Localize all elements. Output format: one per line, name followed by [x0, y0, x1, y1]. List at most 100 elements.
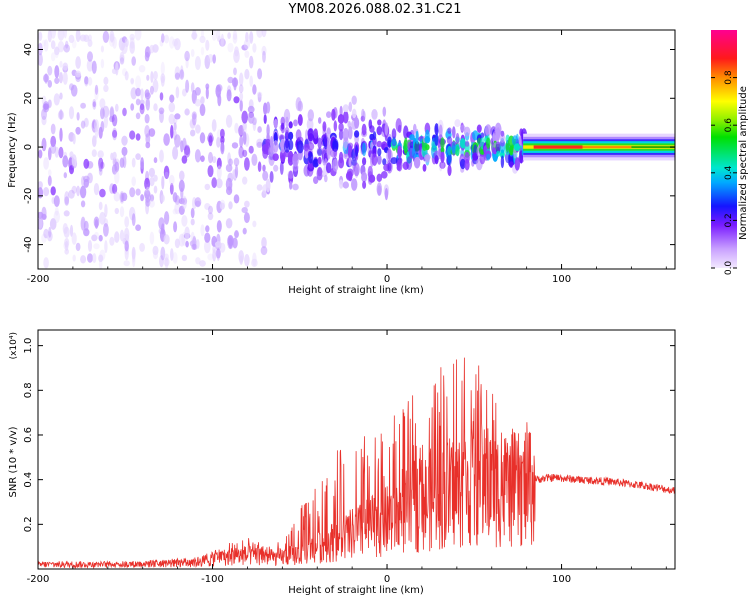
spectrogram-x-axis-label: Height of straight line (km)	[288, 285, 424, 296]
spectrogram-blob	[190, 207, 195, 219]
spectrogram-blob	[242, 131, 247, 145]
spectrogram-blob	[41, 233, 47, 243]
spectrogram-blob	[239, 135, 244, 148]
spectrogram-blob	[233, 96, 240, 104]
spectrogram-blob	[446, 136, 453, 145]
spectrogram-blob	[434, 123, 439, 136]
spectrogram-blob	[384, 122, 389, 136]
spectrogram-blob	[71, 39, 77, 49]
spectrogram-blob	[161, 223, 165, 235]
spectrogram-blob	[63, 226, 70, 238]
spectrogram-blob	[153, 174, 158, 182]
spectrogram-blob	[139, 242, 146, 252]
spectrogram-blob	[377, 119, 382, 126]
spectrogram-blob	[153, 103, 158, 112]
spectrogram-blob	[249, 75, 253, 87]
spectrogram-blob	[163, 234, 170, 245]
spectrogram-blob	[376, 154, 382, 165]
spectrogram-blob	[153, 157, 158, 164]
spectrogram-blob	[447, 164, 452, 177]
spectrogram-blob	[99, 249, 106, 261]
spectrogram-blob	[332, 138, 339, 150]
spectrogram-blob	[216, 247, 221, 261]
spectrogram-blob	[172, 146, 179, 160]
spectrogram-blob	[87, 172, 93, 184]
spectrogram-blob	[181, 195, 187, 210]
spectrogram-blob	[159, 92, 164, 101]
spectrogram-blob	[164, 171, 169, 179]
spectrogram-blob	[207, 212, 214, 221]
spectrogram-blob	[70, 84, 78, 97]
spectrogram-blob	[152, 245, 159, 256]
snr-y-axis-label: SNR (10 * v/v)	[8, 426, 19, 497]
spectrogram-blob	[54, 46, 59, 59]
spectrogram-blob	[63, 210, 70, 217]
spectrogram-blob	[99, 98, 106, 109]
spectrogram-blob	[145, 98, 150, 111]
spectrogram-blob	[80, 102, 86, 109]
spectrogram-blob	[361, 123, 367, 136]
spectrogram-blob	[486, 153, 491, 161]
spectrogram-blob	[112, 151, 117, 160]
spectrogram-blob	[64, 191, 70, 205]
spectrogram-blob	[92, 253, 97, 264]
spectrogram-blob	[119, 229, 125, 242]
spectrogram-blob	[288, 139, 294, 151]
spectrogram-blob	[135, 87, 142, 97]
spectrogram-blob	[87, 253, 93, 263]
spectrogram-blob	[161, 33, 165, 43]
spectrogram-blob	[266, 101, 271, 114]
spectrogram-blob	[459, 138, 467, 149]
spectrogram-blob	[140, 157, 145, 170]
spectrogram-blob	[144, 92, 151, 100]
spectrogram-blob	[425, 144, 430, 151]
spectrogram-blob	[256, 138, 263, 147]
spectrogram-blob	[245, 32, 249, 43]
spectrogram-blob	[376, 140, 382, 148]
spectrogram-blob	[38, 53, 43, 66]
spectrogram-blob	[285, 116, 289, 128]
spectrogram-blob	[464, 151, 470, 164]
spectrogram-blob	[174, 134, 181, 148]
spectrogram-blob	[242, 227, 247, 235]
spectrogram-blob	[114, 231, 120, 243]
spectrogram-blob	[68, 189, 75, 199]
spectrogram-blob	[92, 101, 96, 108]
spectrogram-blob	[190, 49, 195, 57]
spectrogram-blob	[228, 201, 233, 210]
spectrogram-blob	[62, 62, 69, 71]
spectrogram-blob	[434, 155, 439, 165]
spectrogram-blob	[144, 113, 150, 124]
spectrogram-blob	[459, 158, 466, 170]
spectrogram-blob	[424, 154, 431, 161]
spectrogram-blob	[247, 105, 255, 113]
spectrogram-blob	[50, 143, 57, 154]
spectrogram-blob	[194, 149, 201, 163]
spectrogram-blob	[130, 87, 137, 100]
y-tick-label: 40	[23, 43, 34, 56]
spectrogram-blob	[499, 131, 505, 143]
spectrogram-blob	[64, 248, 69, 255]
spectrogram-blob	[265, 178, 271, 193]
spectrogram-blob	[194, 98, 202, 107]
spectrogram-blob	[38, 218, 43, 229]
spectrogram-blob	[88, 34, 92, 42]
spectrogram-blob	[414, 140, 420, 155]
spectrogram-blob	[232, 237, 238, 249]
spectrogram-blob	[261, 45, 267, 56]
spectrogram-blob	[257, 126, 262, 133]
spectrogram-blob	[257, 161, 262, 172]
spectrogram-blob	[38, 31, 43, 41]
spectrogram-blob	[43, 257, 49, 269]
spectrogram-blob	[112, 129, 118, 138]
spectrogram-blob	[43, 74, 50, 83]
spectrogram-blob	[194, 56, 201, 70]
spectrogram-blob	[98, 234, 103, 242]
spectrogram-blob	[313, 176, 319, 185]
spectrogram-blob	[98, 158, 103, 172]
spectrogram-blob	[144, 177, 151, 190]
spectrogram-blob	[164, 211, 170, 225]
spectrogram-blob	[317, 156, 322, 165]
spectrogram-blob	[447, 152, 452, 166]
spectrogram-blob	[59, 109, 63, 120]
